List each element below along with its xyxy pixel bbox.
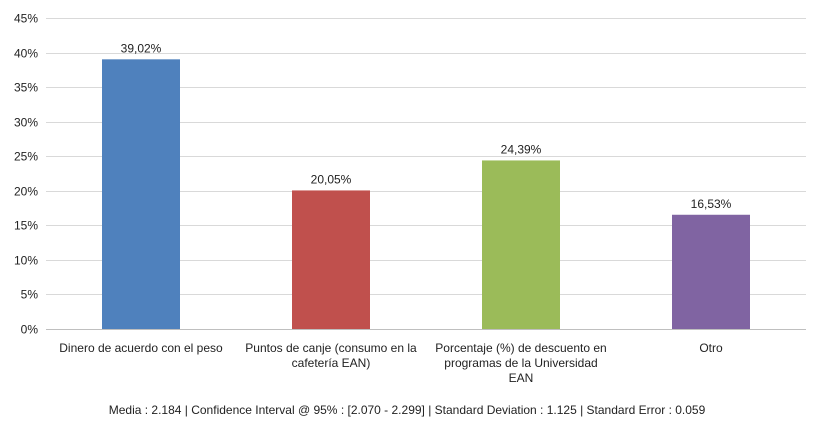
data-labels: 39,02% 20,05% 24,39% 16,53% [121, 41, 732, 210]
x-axis-categories: Dinero de acuerdo con el peso Puntos de c… [59, 341, 723, 385]
y-tick-label: 5% [21, 288, 39, 302]
data-label: 20,05% [311, 172, 352, 186]
y-tick-label: 40% [14, 47, 38, 61]
statistics-footer: Media : 2.184 | Confidence Interval @ 95… [108, 403, 706, 417]
bar [102, 59, 180, 330]
y-tick-label: 20% [14, 185, 38, 199]
y-tick-label: 35% [14, 81, 38, 95]
bar [292, 190, 370, 329]
category-label-line: Porcentaje (%) de descuento en [435, 341, 606, 355]
y-tick-label: 0% [21, 323, 39, 337]
y-tick-label: 15% [14, 219, 38, 233]
y-tick-label: 30% [14, 116, 38, 130]
category-label-line: Otro [699, 341, 723, 355]
category-label: Puntos de canje (consumo en la cafetería … [245, 341, 417, 370]
y-tick-label: 10% [14, 254, 38, 268]
category-label-line: cafetería EAN) [292, 356, 371, 370]
bar [482, 160, 560, 329]
category-label-line: Puntos de canje (consumo en la [245, 341, 417, 355]
data-label: 16,53% [691, 197, 732, 211]
y-tick-label: 25% [14, 150, 38, 164]
category-label-line: programas de la Universidad [444, 356, 597, 370]
bar-chart: 0% 5% 10% 15% 20% 25% 30% 35% 40% 45% 39,02% 20,05… [14, 12, 806, 385]
category-label: Dinero de acuerdo con el peso [59, 341, 223, 355]
category-label-line: Dinero de acuerdo con el peso [59, 341, 223, 355]
y-axis-ticks: 0% 5% 10% 15% 20% 25% 30% 35% 40% 45% [14, 12, 38, 337]
data-label: 39,02% [121, 41, 162, 55]
bar [672, 214, 750, 329]
data-label: 24,39% [501, 142, 542, 156]
category-label: Otro [699, 341, 723, 355]
bars [102, 59, 750, 330]
y-tick-label: 45% [14, 12, 38, 26]
category-label: Porcentaje (%) de descuento en programas … [435, 341, 606, 385]
category-label-line: EAN [509, 371, 534, 385]
